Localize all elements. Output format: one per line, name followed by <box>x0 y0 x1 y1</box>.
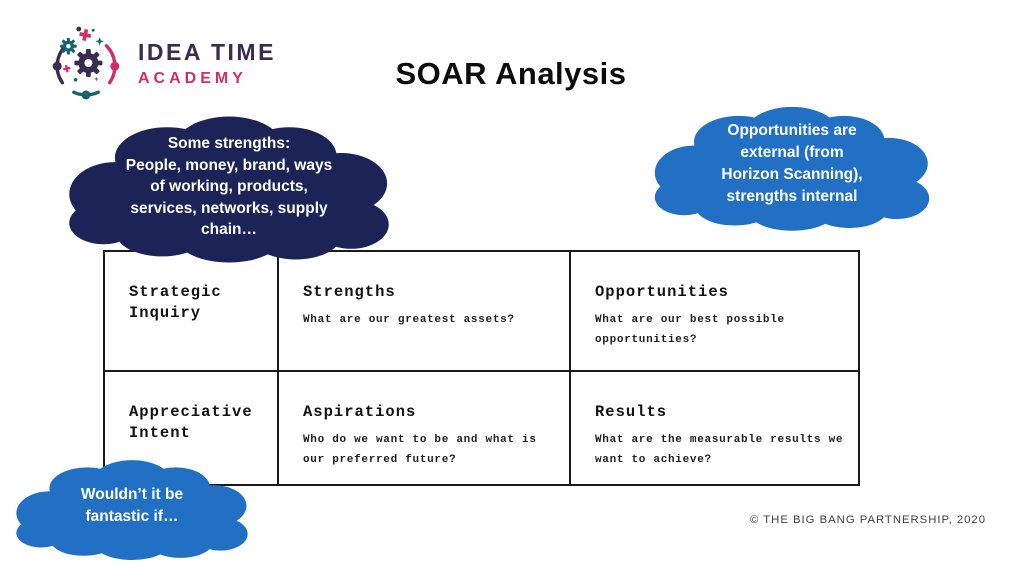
callout-line: external (from <box>740 144 844 161</box>
callout-line: chain… <box>201 221 257 238</box>
table-cell-results: Results What are the measurable results … <box>569 370 858 484</box>
table-row-header: Strategic Inquiry <box>105 252 277 370</box>
callout-line: services, networks, supply <box>130 199 328 217</box>
callout-text: Some strengths: People, money, brand, wa… <box>66 133 392 241</box>
callout-line: People, money, brand, ways <box>125 156 333 174</box>
callout-line: fantastic if… <box>85 508 179 525</box>
callout-line: of working, products, <box>150 178 308 195</box>
row-header-label: Strategic Inquiry <box>129 283 222 322</box>
small-gear-icon <box>60 37 77 55</box>
callout-line: strengths internal <box>726 188 858 205</box>
sparkle-icon <box>95 37 104 46</box>
cell-question: Who do we want to be and what is our pre… <box>303 434 537 466</box>
callout-line: Some strengths: <box>167 135 291 152</box>
soar-matrix-table: Strategic Inquiry Strengths What are our… <box>103 250 860 486</box>
brand-wordmark: IDEA TIME ACADEMY <box>138 39 276 88</box>
brand-subname: ACADEMY <box>138 69 247 87</box>
large-gear-icon <box>74 49 103 77</box>
brand-logo: IDEA TIME ACADEMY <box>46 22 276 104</box>
cell-question: What are our best possible opportunities… <box>595 314 785 346</box>
table-cell-aspirations: Aspirations Who do we want to be and wha… <box>277 370 569 484</box>
table-cell-opportunities: Opportunities What are our best possible… <box>569 252 858 370</box>
gears-and-people-circle-icon <box>52 26 120 100</box>
brand-name: IDEA TIME <box>138 38 276 65</box>
cell-question: What are our greatest assets? <box>303 314 515 327</box>
callout-text: Wouldn’t it be fantastic if… <box>14 484 250 528</box>
callout-cloud-opportunities: Opportunities are external (from Horizon… <box>652 103 932 232</box>
copyright-text: © THE BIG BANG PARTNERSHIP, 2020 <box>750 514 986 526</box>
cell-title: Aspirations <box>303 403 417 421</box>
callout-line: Opportunities are <box>727 122 857 139</box>
sparkle-icon <box>93 76 99 82</box>
callout-cloud-strengths: Some strengths: People, money, brand, wa… <box>66 112 392 264</box>
callout-text: Opportunities are external (from Horizon… <box>652 120 932 208</box>
cell-title: Strengths <box>303 283 396 301</box>
callout-cloud-fantastic: Wouldn’t it be fantastic if… <box>14 457 250 561</box>
plus-icon <box>79 28 92 42</box>
page-title: SOAR Analysis <box>395 56 627 91</box>
table-row-header: Appreciative Intent <box>105 370 277 484</box>
table-cell-strengths: Strengths What are our greatest assets? <box>277 252 569 370</box>
plus-icon <box>63 64 71 73</box>
row-header-label: Appreciative Intent <box>129 403 253 442</box>
callout-line: Wouldn’t it be <box>80 486 184 503</box>
cell-title: Results <box>595 403 668 421</box>
callout-line: Horizon Scanning), <box>721 166 863 183</box>
cell-title: Opportunities <box>595 283 729 301</box>
cell-question: What are the measurable results we want … <box>595 434 844 466</box>
